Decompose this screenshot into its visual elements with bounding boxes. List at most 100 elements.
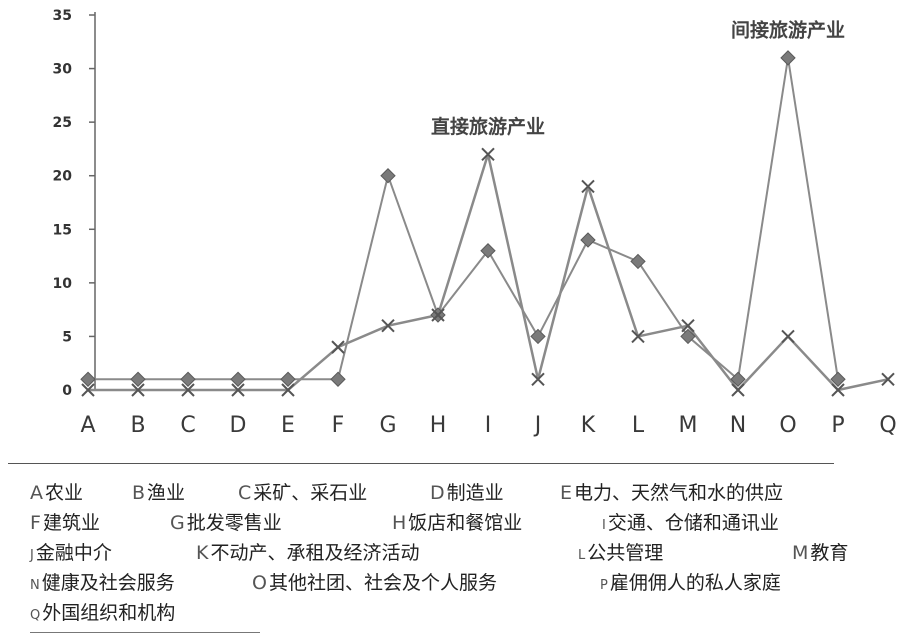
diamond-point [130,371,146,387]
legend-letter: A [30,482,43,504]
legend-item: B 渔业 [132,478,185,505]
legend-row: Q 外国组织和机构 [30,598,890,628]
x-tick-label: A [80,413,95,438]
legend-letter: K [196,542,209,564]
legend-letter: F [30,512,41,534]
legend-item: I 交通、仓储和通讯业 [602,508,779,535]
legend-text: 渔业 [147,482,186,504]
legend-text: 采矿、采石业 [253,482,368,504]
legend-text: 健康及社会服务 [41,572,175,594]
diamond-point [80,371,96,387]
legend-item: G 批发零售业 [170,508,282,535]
x-tick-label: F [332,413,345,438]
legend-letter: I [602,518,606,533]
legend-letter: C [238,482,252,504]
y-tick-label: 20 [53,169,73,185]
legend-letter: Q [30,608,41,623]
x-point [281,383,295,397]
legend-item: C 采矿、采石业 [238,478,367,505]
x-tick-label: K [581,413,596,438]
x-point [681,319,695,333]
x-tick-label: Q [879,413,896,438]
legend-text: 其他社团、社会及个人服务 [268,572,497,594]
x-point [431,308,445,322]
x-point [531,372,545,386]
diamond-point [230,371,246,387]
legend-item: J 金融中介 [30,538,112,565]
annotation-label: 直接旅游产业 [431,115,545,138]
diamond-point [830,371,846,387]
x-point [331,340,345,354]
x-tick-label: G [379,413,396,438]
legend-text: 交通、仓储和通讯业 [607,512,779,534]
legend-text: 不动产、承租及经济活动 [210,542,420,564]
legend-letter: D [430,482,445,504]
legend-letter: P [600,578,608,593]
x-tick-label: O [779,413,796,438]
series-line-1 [88,56,839,381]
x-tick-label: N [730,413,746,438]
legend: A 农业 B 渔业 C 采矿、采石业 D 制造业 E 电力、天然气和水的供应 F 建筑业 G 批发零售业 H… [30,478,890,628]
x-tick-label: J [533,413,542,438]
legend-row: N 健康及社会服务 O 其他社团、社会及个人服务 P 雇佣佣人的私人家庭 [30,568,890,598]
diamond-point [380,168,396,184]
x-tick-label: H [430,413,447,438]
legend-letter: H [392,512,407,534]
legend-item: F 建筑业 [30,508,100,535]
legend-text: 金融中介 [35,542,112,564]
legend-letter: N [30,578,40,593]
legend-text: 公共管理 [587,542,664,564]
y-tick-label: 25 [53,115,72,131]
x-tick-label: B [130,413,145,438]
legend-text: 批发零售业 [186,512,282,534]
legend-text: 教育 [810,542,849,564]
legend-text: 雇佣佣人的私人家庭 [609,572,781,594]
legend-item: D 制造业 [430,478,504,505]
diamond-point [730,371,746,387]
x-point [731,383,745,397]
diamond-point [180,371,196,387]
legend-letter: G [170,512,185,534]
x-tick-label: D [230,413,247,438]
legend-item: H 饭店和餐馆业 [392,508,522,535]
legend-text: 农业 [45,482,84,504]
x-point [781,329,795,344]
legend-letter: L [578,548,586,563]
y-tick-label: 35 [53,8,72,24]
diamond-point [280,371,296,387]
y-tick-label: 5 [62,329,72,345]
x-point [831,383,845,397]
x-point [631,329,645,344]
legend-text: 制造业 [446,482,504,504]
x-tick-label: M [679,413,698,438]
y-tick-label: 10 [53,276,73,292]
legend-letter: M [792,542,809,564]
legend-row: A 农业 B 渔业 C 采矿、采石业 D 制造业 E 电力、天然气和水的供应 [30,478,890,508]
x-point [381,319,395,333]
x-point [231,383,245,397]
diamond-point [780,50,796,66]
legend-text: 外国组织和机构 [42,602,176,624]
legend-item: A 农业 [30,478,83,505]
legend-item: Q 外国组织和机构 [30,598,175,625]
legend-divider [8,463,834,464]
y-tick-label: 0 [62,383,72,399]
x-tick-label: L [632,413,645,438]
diamond-point [330,371,346,387]
legend-row: F 建筑业 G 批发零售业 H 饭店和餐馆业 I 交通、仓储和通讯业 [30,508,890,538]
x-point [131,383,145,397]
x-point [181,383,195,397]
diamond-point [680,328,696,345]
legend-item: L 公共管理 [578,538,663,565]
diamond-point [480,243,496,259]
legend-text: 电力、天然气和水的供应 [574,482,784,504]
legend-text: 饭店和餐馆业 [408,512,523,534]
legend-row: J 金融中介 K 不动产、承租及经济活动 L 公共管理 M 教育 [30,538,890,568]
x-point [81,383,95,397]
x-point [881,372,895,386]
legend-item: N 健康及社会服务 [30,568,175,595]
diamond-point [630,253,646,270]
legend-letter: B [132,482,146,504]
legend-letter: E [560,482,573,504]
legend-item: K 不动产、承租及经济活动 [196,538,419,565]
